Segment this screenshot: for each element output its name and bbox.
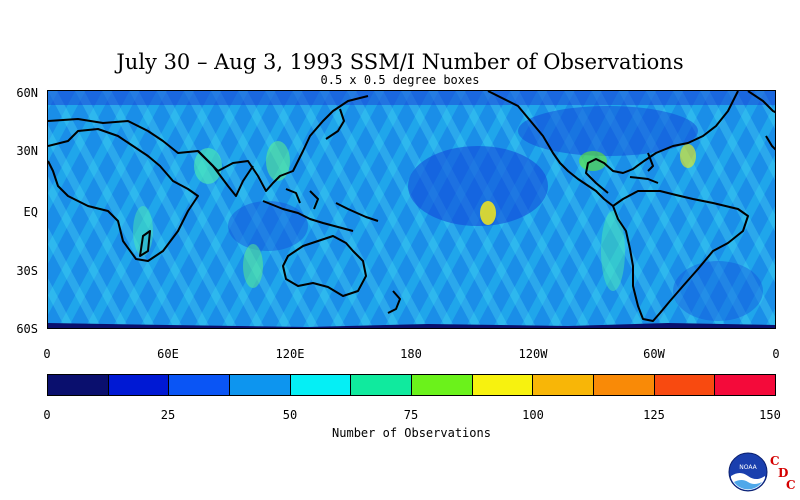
colorbar-swatch [715, 375, 776, 395]
colorbar-swatch [169, 375, 231, 395]
colorbar-swatch [48, 375, 109, 395]
lat-tick-label: 60S [16, 322, 38, 336]
colorbar-title: Number of Observations [332, 426, 491, 440]
high-count-region [194, 148, 222, 184]
colorbar-swatch [108, 375, 170, 395]
map-svg [48, 91, 775, 328]
lon-tick-label: 60W [643, 347, 665, 361]
low-count-region [48, 91, 775, 105]
colorbar-swatch [533, 375, 595, 395]
lon-tick-label: 120E [275, 347, 305, 361]
coastlines [48, 91, 775, 322]
colorbar [47, 374, 776, 396]
colorbar-tick-label: 75 [403, 408, 419, 422]
colorbar-tick-label: 0 [43, 408, 51, 422]
lon-tick-label: 180 [400, 347, 422, 361]
colorbar-tick-label: 125 [643, 408, 665, 422]
noaa-logo-text: NOAA [739, 464, 757, 471]
lat-tick-label: EQ [23, 205, 38, 219]
colorbar-swatch [472, 375, 534, 395]
high-count-region [680, 144, 696, 168]
chart-subtitle: 0.5 x 0.5 degree boxes [320, 73, 480, 87]
chart-title: July 30 – Aug 3, 1993 SSM/I Number of Ob… [116, 50, 684, 74]
colorbar-swatch [594, 375, 655, 395]
low-count-region [518, 106, 698, 156]
high-count-region [480, 201, 496, 225]
cdc-letter: D [778, 466, 789, 480]
low-count-region [408, 146, 548, 226]
low-count-region [48, 323, 775, 328]
lat-tick-label: 60N [16, 86, 38, 100]
high-count-region [243, 244, 263, 288]
observation-map [47, 90, 776, 329]
lon-tick-label: 0 [772, 347, 780, 361]
low-count-region [673, 261, 763, 321]
high-count-region [601, 211, 625, 291]
colorbar-swatch [230, 375, 291, 395]
colorbar-tick-label: 150 [759, 408, 781, 422]
colorbar-swatch [351, 375, 413, 395]
high-count-region [266, 141, 290, 181]
colorbar-swatch [654, 375, 716, 395]
colorbar-swatch [412, 375, 473, 395]
colorbar-swatch [290, 375, 352, 395]
lon-tick-label: 120W [518, 347, 548, 361]
cdc-letter: C [786, 478, 796, 492]
lat-tick-label: 30S [16, 264, 38, 278]
lon-tick-label: 60E [157, 347, 179, 361]
lat-tick-label: 30N [16, 144, 38, 158]
cdc-letter: C [770, 454, 780, 468]
colorbar-tick-label: 25 [160, 408, 176, 422]
lon-tick-label: 0 [43, 347, 51, 361]
colorbar-tick-label: 50 [282, 408, 298, 422]
noaa-logo: NOAA [728, 452, 768, 492]
low-count-region [228, 201, 308, 251]
colorbar-tick-label: 100 [522, 408, 544, 422]
